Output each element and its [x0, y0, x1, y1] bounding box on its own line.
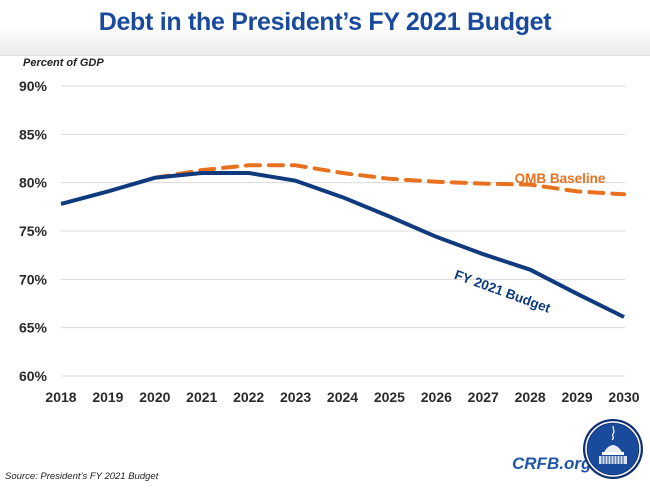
chart-title: Debt in the President’s FY 2021 Budget	[98, 8, 552, 36]
y-tick-label: 85%	[19, 126, 48, 142]
series-label-omb-baseline: OMB Baseline	[515, 171, 606, 186]
series-line-omb-baseline	[152, 163, 626, 197]
y-tick-label: 60%	[19, 368, 48, 384]
x-tick-label: 2030	[608, 389, 639, 405]
x-tick-label: 2023	[280, 389, 311, 405]
gridlines	[61, 85, 625, 377]
source-note: Source: President’s FY 2021 Budget	[5, 471, 159, 482]
y-tick-label: 70%	[19, 271, 48, 287]
y-tick-label: 80%	[19, 175, 48, 191]
series-line-fy-2021-budget	[60, 171, 625, 319]
x-tick-label: 2027	[468, 389, 499, 405]
x-tick-label: 2018	[45, 389, 76, 405]
x-tick-labels: 2018 2019 2020 2021 2022 2023 2024 2025 2026 2027…	[45, 389, 639, 405]
x-tick-label: 2028	[515, 389, 546, 405]
y-tick-label: 75%	[19, 223, 48, 239]
x-tick-label: 2021	[186, 389, 217, 405]
x-tick-label: 2020	[139, 389, 170, 405]
x-tick-label: 2019	[92, 389, 123, 405]
x-tick-label: 2024	[327, 389, 358, 405]
y-axis-label: Percent of GDP	[23, 57, 104, 69]
x-tick-label: 2025	[374, 389, 405, 405]
brand-link[interactable]: CRFB.org	[512, 454, 592, 473]
y-tick-label: 65%	[19, 320, 48, 336]
capitol-dome-icon	[583, 419, 643, 479]
y-tick-label: 90%	[19, 78, 48, 94]
series-lines	[60, 163, 626, 319]
header-band: Debt in the President’s FY 2021 Budget	[0, 0, 650, 56]
y-tick-labels: 60% 65% 70% 75% 80% 85% 90%	[19, 78, 48, 384]
x-tick-label: 2029	[562, 389, 593, 405]
x-tick-label: 2022	[233, 389, 264, 405]
x-tick-label: 2026	[421, 389, 452, 405]
